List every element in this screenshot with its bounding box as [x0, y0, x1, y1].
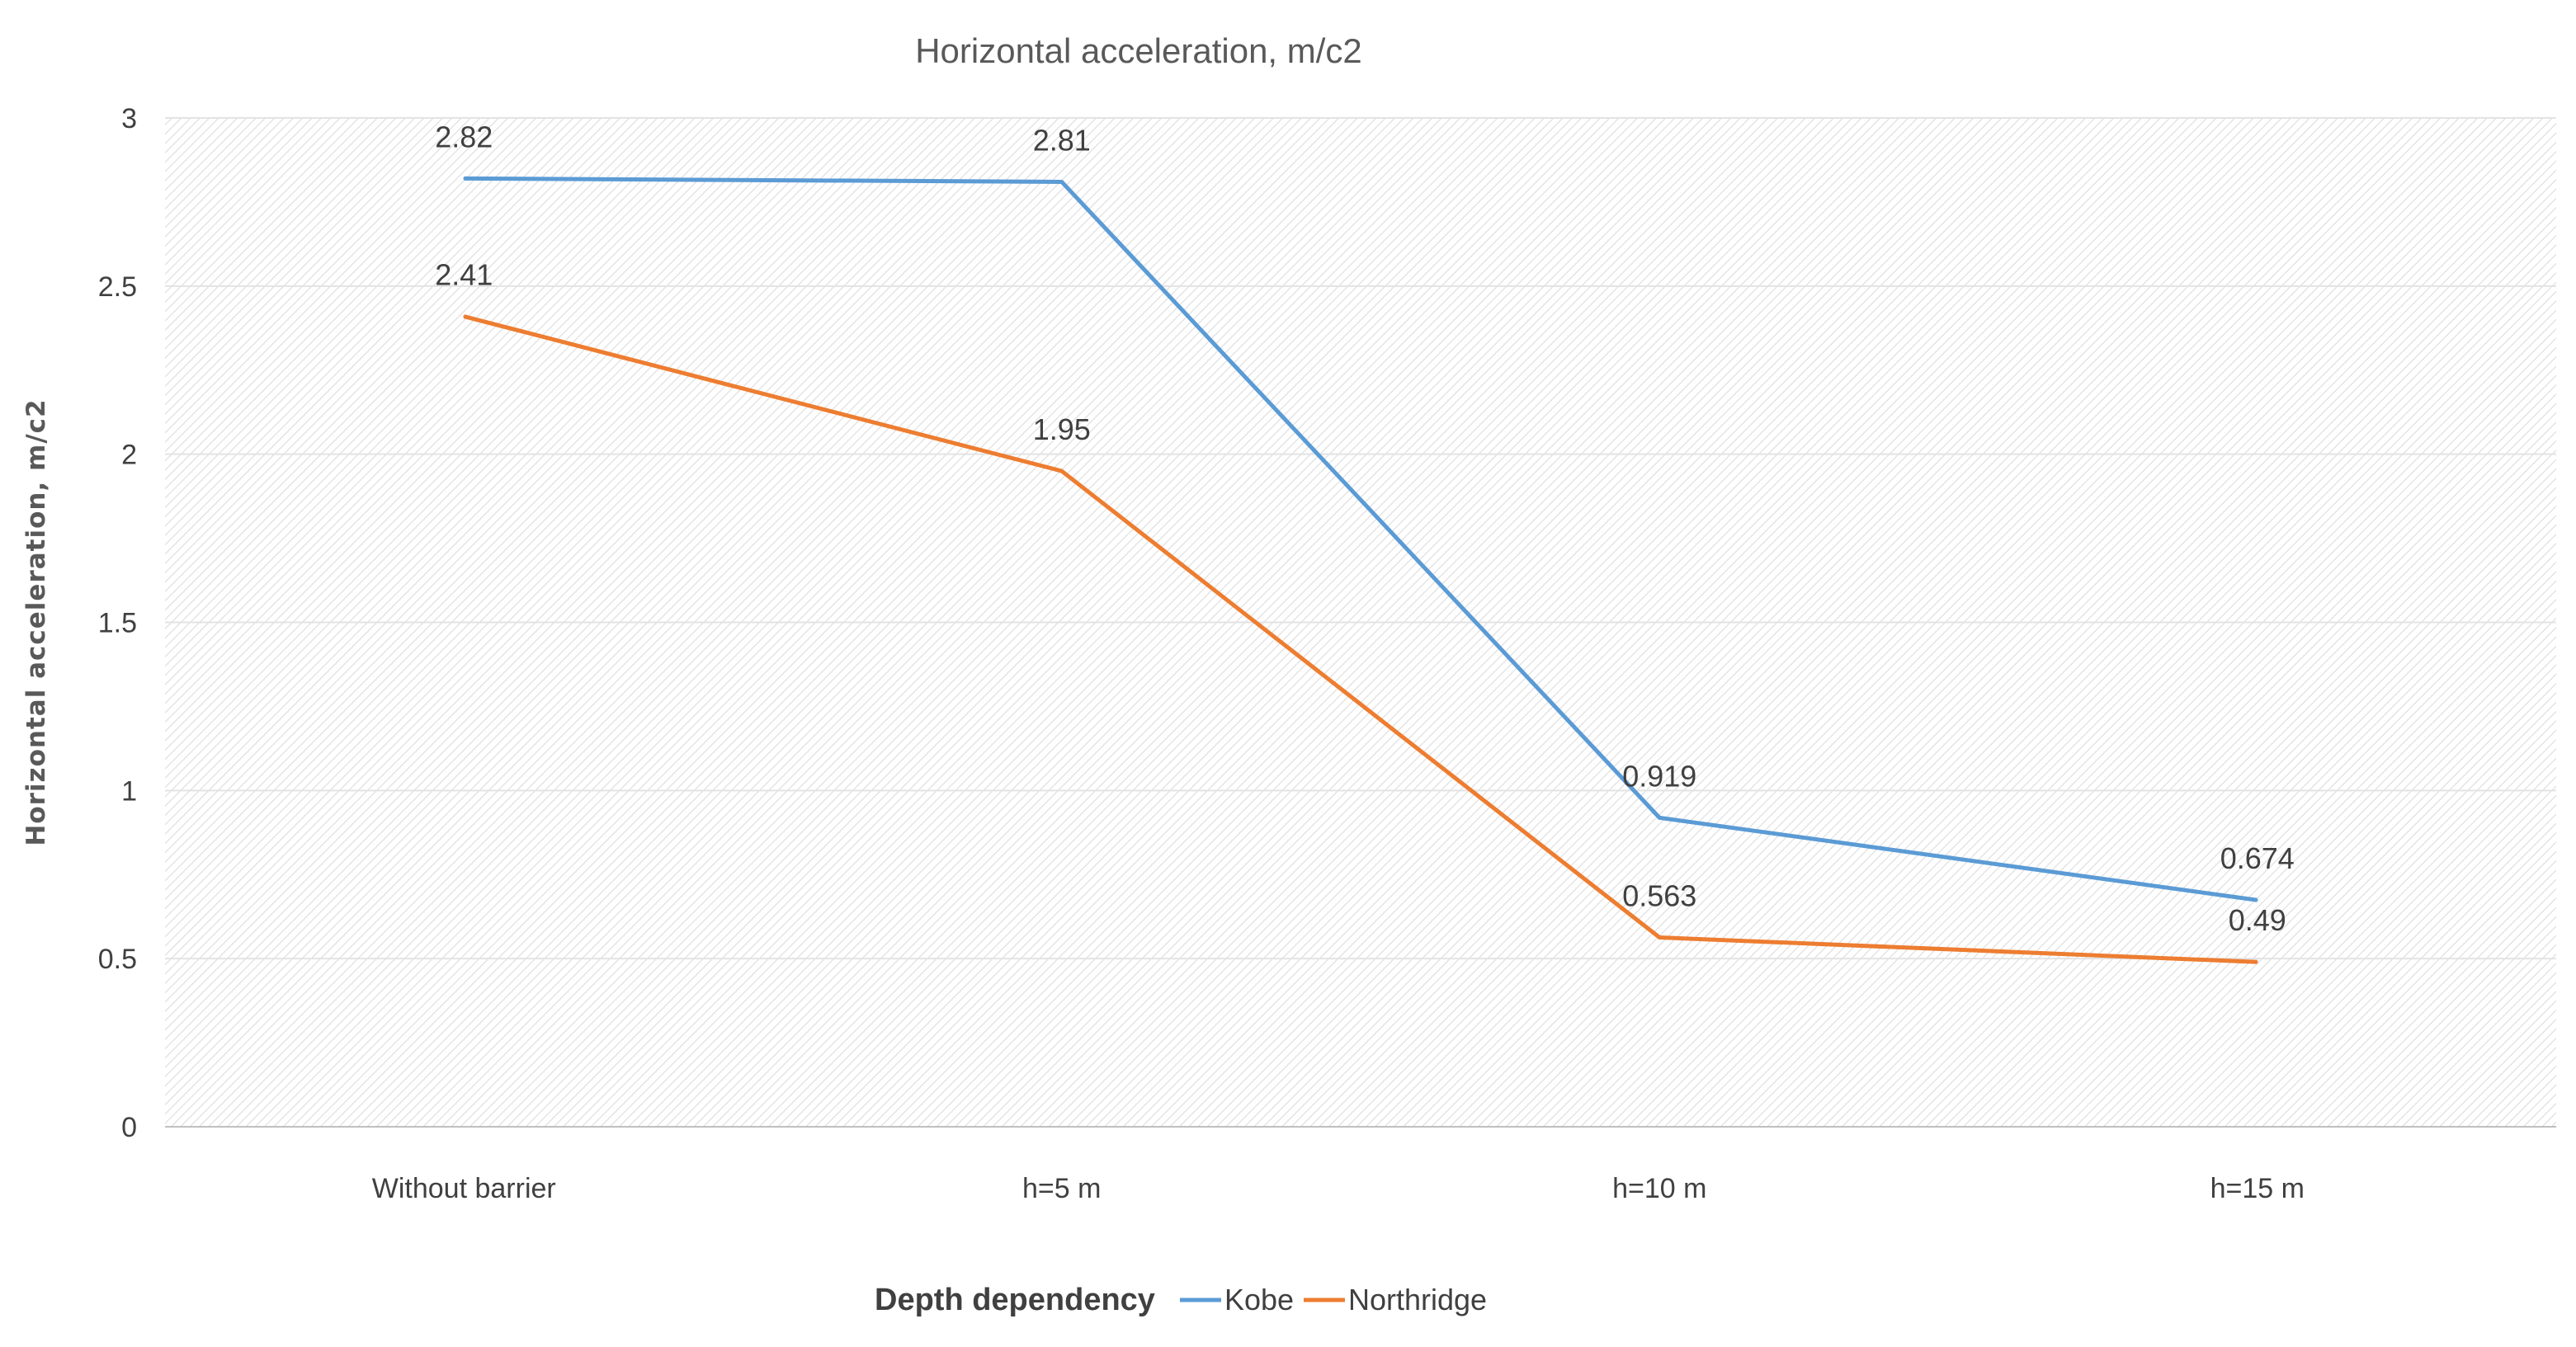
data-point-northridge — [2256, 961, 2258, 963]
data-point-northridge — [1060, 470, 1063, 473]
x-axis: Without barrier h=5 m h=10 m h=15 m — [372, 1173, 2305, 1204]
data-label-northridge: 1.95 — [1033, 412, 1091, 446]
x-tick-label: h=15 m — [2210, 1173, 2305, 1204]
series-line-kobe — [464, 176, 2258, 902]
legend-title: Depth dependency — [875, 1283, 1155, 1317]
data-point-kobe — [463, 177, 465, 180]
series-line-northridge — [463, 314, 2258, 964]
plot-area — [165, 117, 2556, 1128]
data-labels: 2.82 2.81 0.919 0.674 2.41 1.95 0.563 0.49 — [435, 120, 2295, 937]
y-tick-label: 2 — [121, 440, 137, 471]
data-label-kobe: 2.81 — [1033, 123, 1091, 157]
y-tick-label: 2.5 — [98, 271, 137, 303]
chart-title: Horizontal acceleration, m/c2 — [915, 31, 1362, 70]
data-point-northridge — [463, 315, 465, 318]
legend-label-kobe: Kobe — [1224, 1283, 1294, 1316]
data-point-kobe — [1060, 181, 1063, 183]
x-tick-label: h=10 m — [1612, 1173, 1706, 1204]
data-label-kobe: 0.674 — [2220, 841, 2295, 875]
data-label-northridge: 0.49 — [2229, 903, 2286, 937]
y-tick-label: 1 — [121, 775, 137, 807]
data-label-northridge: 0.563 — [1622, 878, 1696, 912]
data-point-northridge — [1658, 936, 1661, 939]
data-point-kobe — [1658, 817, 1661, 819]
y-tick-label: 0 — [121, 1112, 137, 1143]
data-label-kobe: 2.82 — [435, 120, 493, 153]
x-tick-label: Without barrier — [372, 1173, 556, 1204]
data-label-northridge: 2.41 — [435, 258, 493, 292]
y-tick-label: 3 — [121, 103, 137, 134]
data-label-kobe: 0.919 — [1622, 759, 1696, 793]
y-axis-label: Horizontal acceleration, m/c2 — [21, 398, 51, 845]
series-lines — [463, 176, 2258, 964]
x-tick-label: h=5 m — [1022, 1173, 1101, 1204]
data-point-kobe — [2256, 899, 2258, 902]
legend-label-northridge: Northridge — [1348, 1283, 1487, 1316]
legend: Depth dependency Kobe Northridge — [875, 1283, 1487, 1317]
y-axis: 0 0.5 1 1.5 2 2.5 3 — [98, 103, 137, 1143]
y-tick-label: 1.5 — [98, 608, 137, 639]
y-tick-label: 0.5 — [98, 944, 137, 975]
